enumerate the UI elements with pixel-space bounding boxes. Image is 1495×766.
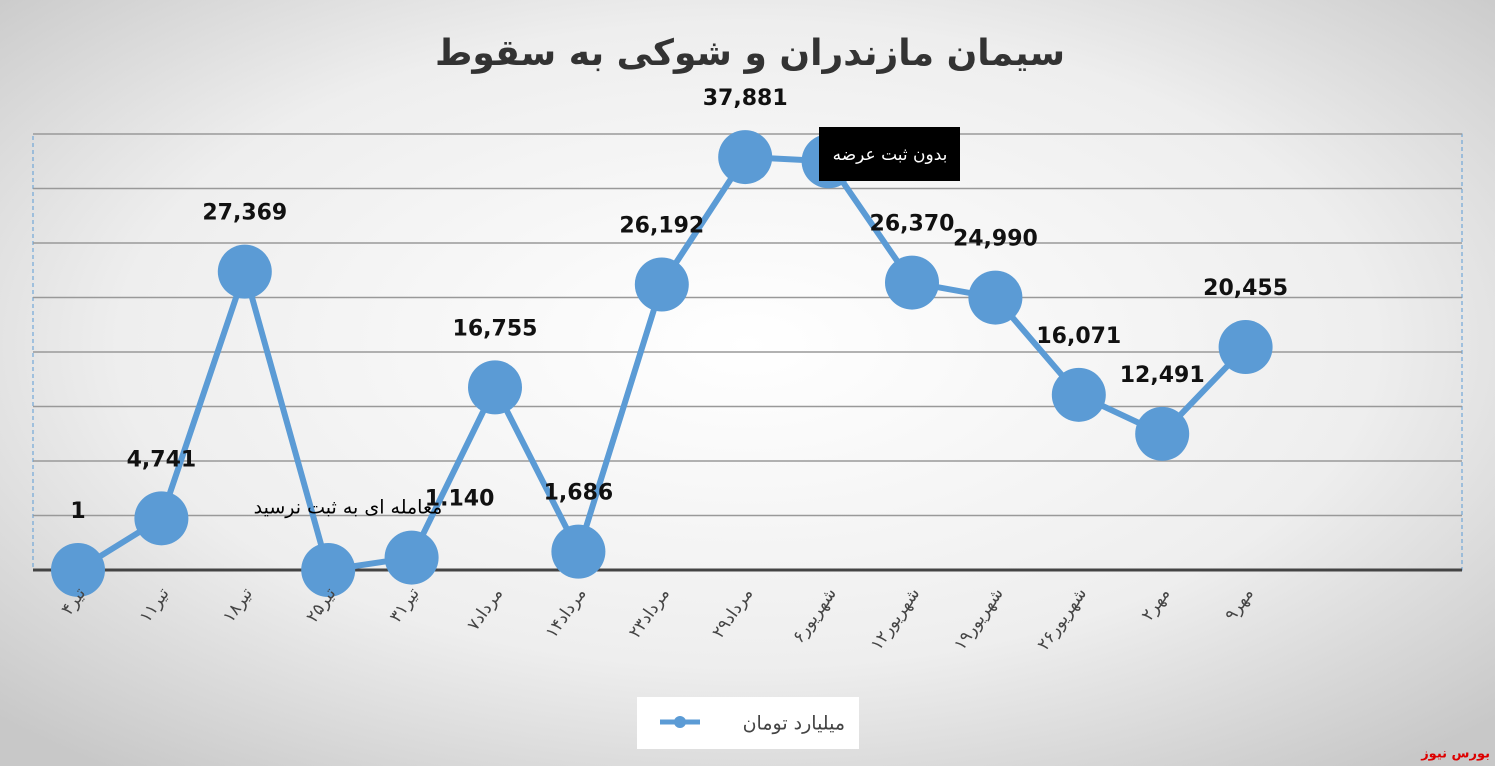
data-label: 27,369 — [202, 201, 287, 226]
legend-marker — [674, 716, 686, 728]
data-label: 16,071 — [1036, 324, 1121, 349]
chart-title: سیمان مازندران و شوکی به سقوط — [435, 33, 1065, 74]
data-label: 37,881 — [703, 86, 788, 111]
data-label: 1 — [70, 499, 85, 524]
legend-label: میلیارد تومان — [743, 713, 845, 735]
point — [1051, 367, 1106, 422]
data-label: 1,686 — [544, 481, 614, 506]
data-label: 1.140 — [425, 487, 495, 512]
point — [968, 270, 1023, 325]
data-label: 4,741 — [127, 447, 197, 472]
point — [634, 257, 689, 312]
point — [217, 244, 272, 299]
annotation-box — [819, 127, 960, 181]
point — [384, 530, 439, 585]
point — [1135, 406, 1190, 461]
data-label: 26,370 — [870, 212, 955, 237]
data-label: 24,990 — [953, 227, 1038, 252]
point — [885, 255, 939, 310]
point — [551, 524, 606, 579]
point — [718, 130, 773, 185]
data-label: 20,455 — [1203, 276, 1288, 301]
point — [1218, 320, 1273, 375]
point — [51, 542, 105, 597]
point — [134, 491, 189, 546]
point — [301, 543, 356, 597]
annotation: معامله ای به ثبت نرسید — [254, 497, 443, 519]
annotation: بدون ثبت عرضه — [833, 145, 948, 165]
data-label: 26,192 — [619, 214, 704, 239]
source: بورس نیوز — [1420, 747, 1490, 762]
data-label: 12,491 — [1120, 363, 1205, 388]
point — [468, 360, 522, 415]
data-label: 16,755 — [453, 316, 538, 341]
